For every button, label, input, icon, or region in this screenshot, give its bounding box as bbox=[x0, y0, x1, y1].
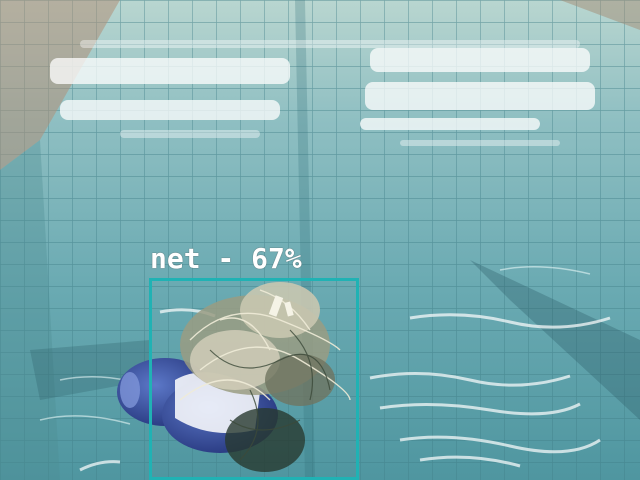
detection-bounding-box bbox=[149, 278, 359, 480]
detection-confidence: 67% bbox=[251, 242, 302, 275]
buoy bbox=[117, 358, 278, 453]
detection-label: net - 67% bbox=[150, 242, 302, 276]
fishing-net bbox=[179, 282, 351, 472]
detection-separator: - bbox=[200, 242, 252, 275]
detection-class-name: net bbox=[150, 242, 201, 275]
